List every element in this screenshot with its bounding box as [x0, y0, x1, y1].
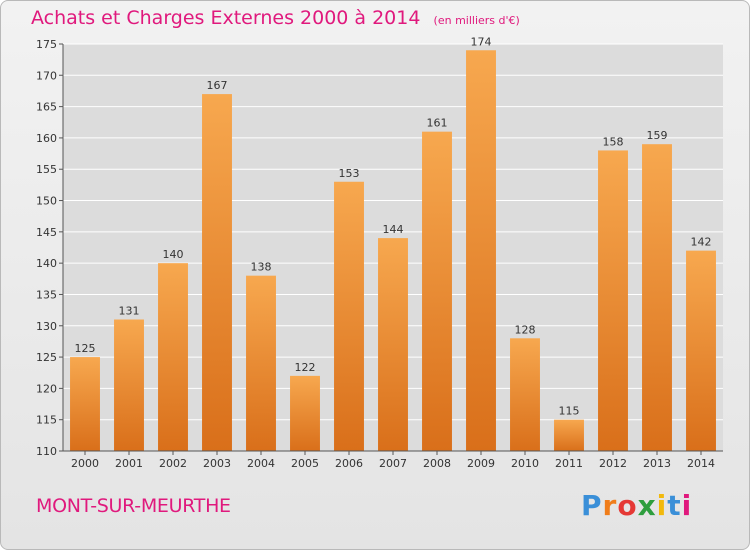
y-tick-label: 150	[36, 195, 57, 208]
x-tick-label: 2011	[555, 457, 583, 470]
y-tick-label: 170	[36, 69, 57, 82]
chart-unit: (en milliers d'€)	[433, 14, 520, 27]
x-tick-label: 2008	[423, 457, 451, 470]
bar	[378, 238, 408, 451]
chart-title-row: Achats et Charges Externes 2000 à 2014 (…	[31, 7, 520, 29]
x-tick-label: 2010	[511, 457, 539, 470]
bar	[246, 275, 276, 451]
x-tick-label: 2004	[247, 457, 275, 470]
bar	[422, 131, 452, 451]
data-label: 115	[559, 405, 580, 418]
data-label: 161	[427, 117, 448, 130]
logo-letter: P	[581, 489, 603, 522]
x-tick-label: 2003	[203, 457, 231, 470]
x-tick-label: 2014	[687, 457, 715, 470]
data-label: 159	[647, 129, 668, 142]
logo-letter: x	[637, 489, 657, 522]
bar	[598, 150, 628, 451]
bar	[70, 357, 100, 451]
y-tick-label: 175	[36, 38, 57, 51]
y-tick-label: 160	[36, 132, 57, 145]
x-tick-label: 2005	[291, 457, 319, 470]
x-tick-label: 2012	[599, 457, 627, 470]
data-label: 122	[295, 361, 316, 374]
y-tick-label: 110	[36, 445, 57, 458]
bar	[334, 181, 364, 451]
logo-letter: t	[667, 489, 682, 522]
logo-letter: i	[681, 489, 693, 522]
x-tick-label: 2006	[335, 457, 363, 470]
y-tick-label: 165	[36, 101, 57, 114]
data-label: 153	[339, 167, 360, 180]
bar	[510, 338, 540, 451]
bar	[114, 319, 144, 451]
bar	[158, 263, 188, 451]
x-tick-label: 2009	[467, 457, 495, 470]
y-tick-label: 115	[36, 414, 57, 427]
y-tick-label: 140	[36, 257, 57, 270]
data-label: 174	[471, 35, 492, 48]
y-tick-label: 130	[36, 320, 57, 333]
y-tick-label: 135	[36, 288, 57, 301]
y-tick-label: 125	[36, 351, 57, 364]
data-label: 125	[75, 342, 96, 355]
bar	[686, 250, 716, 451]
x-tick-label: 2007	[379, 457, 407, 470]
bar	[554, 419, 584, 451]
data-label: 158	[603, 135, 624, 148]
data-label: 128	[515, 323, 536, 336]
x-tick-label: 2013	[643, 457, 671, 470]
x-tick-label: 2001	[115, 457, 143, 470]
bar	[290, 375, 320, 451]
logo-letter: r	[602, 489, 618, 522]
data-label: 138	[251, 261, 272, 274]
commune-name: MONT-SUR-MEURTHE	[36, 495, 231, 517]
bar	[466, 50, 496, 452]
logo-letter: i	[656, 489, 668, 522]
data-label: 144	[383, 223, 404, 236]
y-tick-label: 120	[36, 382, 57, 395]
data-label: 167	[207, 79, 228, 92]
data-label: 140	[163, 248, 184, 261]
logo-letter: o	[617, 489, 638, 522]
y-tick-label: 145	[36, 226, 57, 239]
data-label: 131	[119, 305, 140, 318]
x-tick-label: 2000	[71, 457, 99, 470]
chart-title: Achats et Charges Externes 2000 à 2014	[31, 7, 421, 29]
bar	[642, 144, 672, 451]
x-tick-label: 2002	[159, 457, 187, 470]
y-tick-label: 155	[36, 163, 57, 176]
data-label: 142	[691, 236, 712, 249]
bar	[202, 94, 232, 451]
